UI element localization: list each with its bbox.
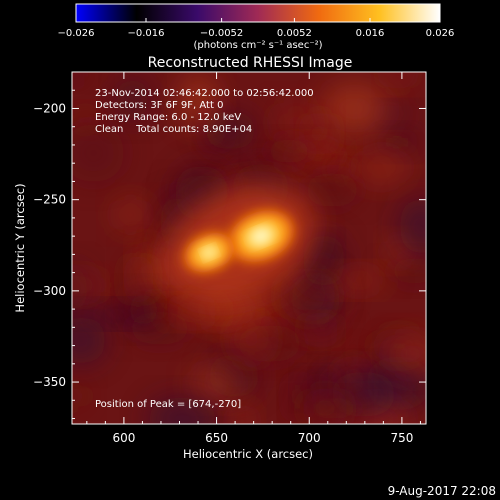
x-tick-label: 700 xyxy=(298,431,321,445)
emission-source xyxy=(252,229,270,243)
texture-blob xyxy=(146,396,219,424)
texture-blob xyxy=(179,72,218,128)
texture-blob xyxy=(158,301,225,323)
texture-blob xyxy=(190,368,240,400)
texture-blob xyxy=(385,333,426,375)
texture-blob xyxy=(263,137,315,165)
annotation-energy-range: Energy Range: 6.0 - 12.0 keV xyxy=(95,112,241,123)
texture-blob xyxy=(300,387,350,424)
y-tick-label: −250 xyxy=(33,193,66,207)
texture-blob xyxy=(72,316,107,365)
chart-title: Reconstructed RHESSI Image xyxy=(148,55,353,71)
y-tick-label: −300 xyxy=(33,284,66,298)
x-axis-label: Heliocentric X (arcsec) xyxy=(183,447,313,461)
texture-blob xyxy=(72,383,90,409)
texture-blob xyxy=(370,131,424,154)
x-axis-ticks: 600 650 700 750 xyxy=(86,72,421,445)
colorbar-tick-label: 0.0052 xyxy=(277,28,312,39)
x-tick-label: 600 xyxy=(112,431,135,445)
emission-sources xyxy=(184,210,294,272)
colorbar-tick-label: 0.016 xyxy=(356,28,385,39)
texture-blob xyxy=(202,110,258,150)
colorbar-ticks: −0.026 −0.016 −0.0052 0.0052 0.016 0.026 xyxy=(57,18,454,39)
texture-blob xyxy=(231,313,271,364)
texture-blob xyxy=(329,269,389,292)
y-tick-label: −200 xyxy=(33,101,66,115)
emission-texture xyxy=(72,72,426,424)
colorbar-units-label: (photons cm⁻² s⁻¹ asec⁻²) xyxy=(193,40,322,51)
texture-blob xyxy=(72,272,110,298)
x-tick-label: 750 xyxy=(390,431,413,445)
texture-blob xyxy=(295,320,347,341)
texture-blob xyxy=(384,72,412,90)
texture-blob xyxy=(302,233,346,288)
plot-image xyxy=(72,72,426,424)
texture-blob xyxy=(72,72,95,85)
texture-blob xyxy=(353,149,410,185)
texture-blob xyxy=(387,257,426,285)
y-axis-ticks: −200 −250 −300 −350 xyxy=(33,71,426,420)
colorbar-tick-label: −0.026 xyxy=(57,28,94,39)
texture-blob xyxy=(122,251,155,308)
texture-blob xyxy=(303,172,362,208)
y-axis-label: Heliocentric Y (arcsec) xyxy=(13,183,27,312)
plot-frame xyxy=(71,71,427,425)
emission-source xyxy=(204,248,215,257)
annotation-peak-position: Position of Peak = [674,-270] xyxy=(95,399,241,410)
annotation-clean-counts: Clean Total counts: 8.90E+04 xyxy=(95,124,252,135)
texture-blob xyxy=(320,83,389,135)
texture-blob xyxy=(399,197,426,256)
texture-blob xyxy=(113,198,148,231)
footer-date: 9-Aug-2017 22:08 xyxy=(388,484,496,498)
colorbar-tick-label: 0.026 xyxy=(426,28,455,39)
y-tick-label: −350 xyxy=(33,375,66,389)
x-tick-label: 650 xyxy=(205,431,228,445)
texture-blob xyxy=(306,111,333,156)
colorbar-tick-label: −0.0052 xyxy=(200,28,243,39)
texture-blob xyxy=(115,77,150,122)
annotation-time-range: 23-Nov-2014 02:46:42.000 to 02:56:42.000 xyxy=(95,88,314,99)
colorbar-tick-label: −0.016 xyxy=(127,28,164,39)
annotation-detectors: Detectors: 3F 6F 9F, Att 0 xyxy=(95,100,223,111)
texture-blob xyxy=(72,123,125,183)
colorbar xyxy=(75,3,441,23)
texture-blob xyxy=(230,404,255,424)
